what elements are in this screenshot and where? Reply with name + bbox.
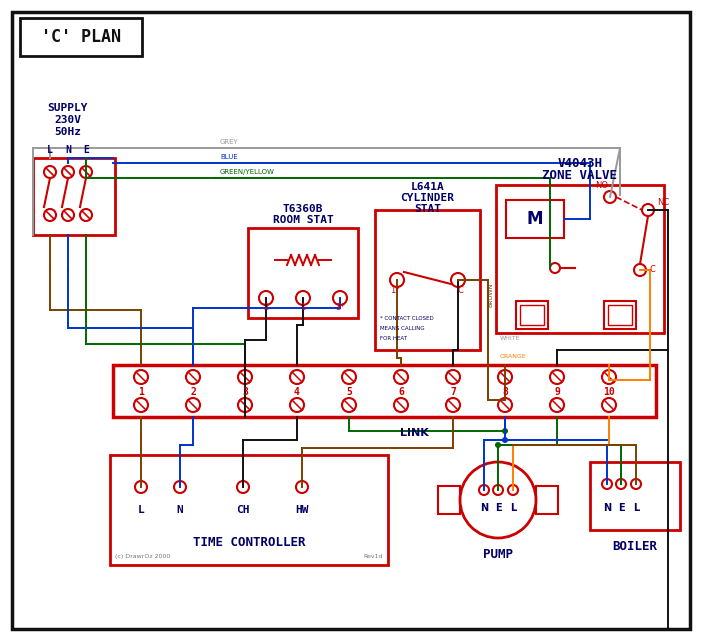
Text: (c) DrawrOz 2000: (c) DrawrOz 2000 (115, 554, 171, 559)
Text: C: C (457, 286, 463, 295)
Text: CYLINDER: CYLINDER (401, 193, 454, 203)
Text: E: E (83, 145, 89, 155)
Text: FOR HEAT: FOR HEAT (380, 336, 407, 341)
Text: 7: 7 (450, 387, 456, 397)
Text: 230V: 230V (55, 115, 81, 125)
Text: L641A: L641A (411, 182, 444, 192)
Text: 2: 2 (190, 387, 196, 397)
Text: WHITE: WHITE (500, 336, 520, 341)
Text: 8: 8 (502, 387, 508, 397)
Text: E: E (618, 503, 624, 513)
Text: TIME CONTROLLER: TIME CONTROLLER (193, 537, 305, 549)
Text: PUMP: PUMP (483, 549, 513, 562)
Text: L: L (47, 145, 53, 155)
Text: T6360B: T6360B (283, 204, 323, 214)
Text: N: N (65, 145, 71, 155)
Text: STAT: STAT (414, 204, 441, 214)
Circle shape (502, 428, 508, 434)
Text: SUPPLY: SUPPLY (48, 103, 88, 113)
Text: NO: NO (595, 181, 609, 190)
Text: 3: 3 (242, 387, 248, 397)
Text: 2: 2 (263, 303, 269, 312)
Text: HW: HW (296, 505, 309, 515)
Text: L: L (633, 503, 639, 513)
Text: ROOM STAT: ROOM STAT (272, 215, 333, 225)
Text: 'C' PLAN: 'C' PLAN (41, 28, 121, 46)
Text: ORANGE: ORANGE (500, 354, 526, 359)
Text: * CONTACT CLOSED: * CONTACT CLOSED (380, 316, 434, 321)
Text: BROWN: BROWN (488, 283, 493, 307)
Text: N: N (480, 503, 488, 513)
Text: 6: 6 (398, 387, 404, 397)
Text: 9: 9 (554, 387, 560, 397)
Text: 5: 5 (346, 387, 352, 397)
Text: V4043H: V4043H (557, 157, 602, 170)
Text: BLUE: BLUE (220, 154, 238, 160)
Text: 1*: 1* (390, 286, 399, 295)
Text: LINK: LINK (400, 428, 429, 438)
Text: 10: 10 (603, 387, 615, 397)
Text: N: N (177, 505, 183, 515)
Text: 1: 1 (138, 387, 144, 397)
Text: M: M (526, 210, 543, 228)
Text: NC: NC (657, 198, 669, 207)
Text: 50Hz: 50Hz (55, 127, 81, 137)
Text: BOILER: BOILER (613, 540, 658, 553)
Text: MEANS CALLING: MEANS CALLING (380, 326, 425, 331)
Circle shape (502, 437, 508, 443)
Text: 3*: 3* (335, 303, 345, 312)
Text: N: N (603, 503, 611, 513)
Text: C: C (649, 265, 655, 274)
Text: GREY: GREY (220, 139, 239, 145)
Text: Rev1d: Rev1d (364, 554, 383, 559)
Text: CH: CH (237, 505, 250, 515)
Circle shape (495, 442, 501, 448)
Text: GREEN/YELLOW: GREEN/YELLOW (220, 169, 275, 175)
Text: L: L (138, 505, 145, 515)
Text: E: E (495, 503, 501, 513)
Text: ZONE VALVE: ZONE VALVE (543, 169, 618, 182)
Text: 4: 4 (294, 387, 300, 397)
Text: 1: 1 (300, 303, 305, 312)
Text: L: L (510, 503, 516, 513)
